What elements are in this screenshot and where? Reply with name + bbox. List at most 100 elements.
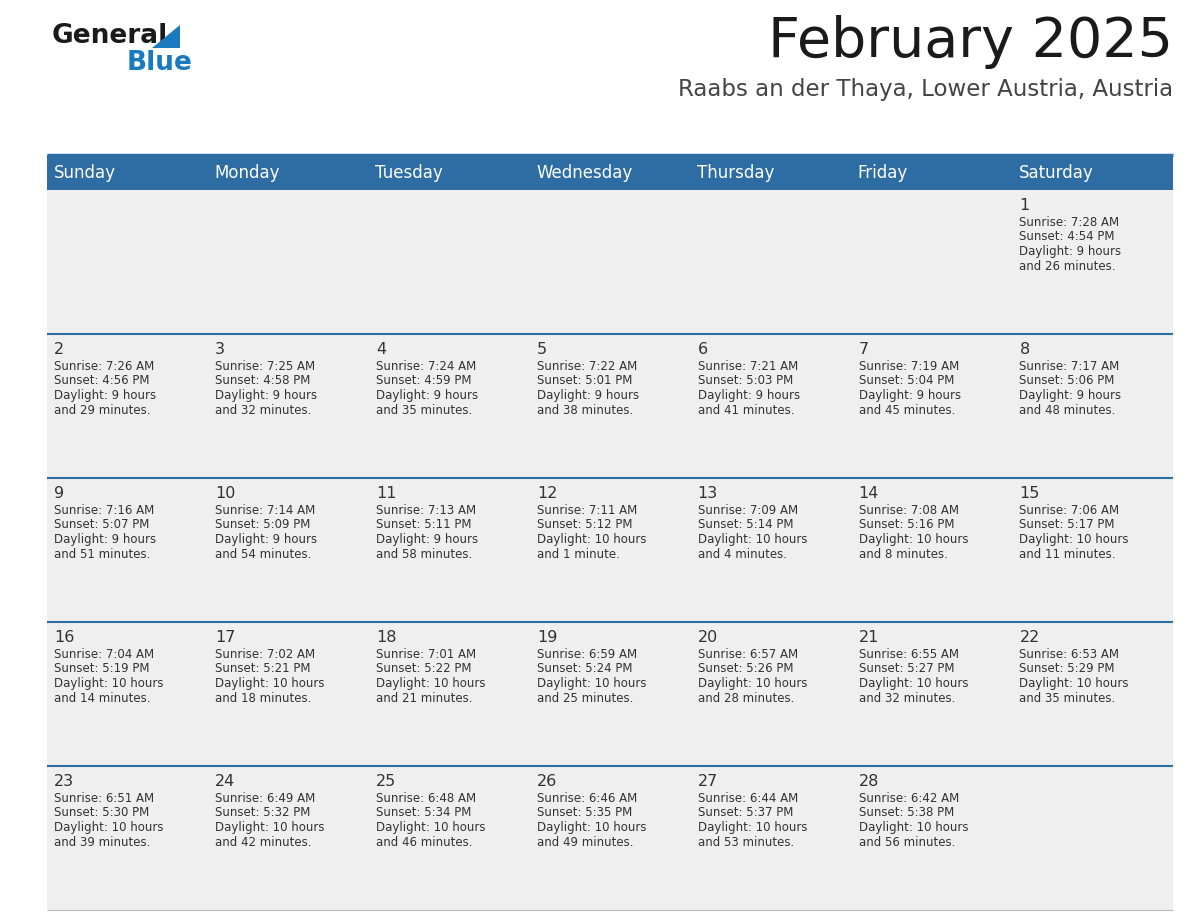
Text: Daylight: 9 hours: Daylight: 9 hours [55,389,157,402]
Bar [48,766,1173,910]
Text: Daylight: 10 hours: Daylight: 10 hours [537,533,646,546]
Text: Sunrise: 7:26 AM: Sunrise: 7:26 AM [55,360,154,373]
Text: Sunrise: 7:16 AM: Sunrise: 7:16 AM [55,504,154,517]
Text: Daylight: 9 hours: Daylight: 9 hours [537,389,639,402]
Text: Daylight: 9 hours: Daylight: 9 hours [55,533,157,546]
Text: and 32 minutes.: and 32 minutes. [859,691,955,704]
Text: Monday: Monday [214,163,280,182]
Text: Daylight: 10 hours: Daylight: 10 hours [859,677,968,690]
Text: 7: 7 [859,342,868,357]
Text: 23: 23 [55,774,75,789]
Text: 25: 25 [375,774,397,789]
Text: Sunrise: 7:19 AM: Sunrise: 7:19 AM [859,360,959,373]
Text: Raabs an der Thaya, Lower Austria, Austria: Raabs an der Thaya, Lower Austria, Austr… [678,78,1173,101]
Text: Sunset: 5:06 PM: Sunset: 5:06 PM [1019,375,1114,387]
Text: Sunrise: 6:51 AM: Sunrise: 6:51 AM [55,792,154,805]
Bar [48,334,1173,478]
Text: Sunset: 5:07 PM: Sunset: 5:07 PM [55,519,150,532]
Text: and 38 minutes.: and 38 minutes. [537,404,633,417]
Text: Sunrise: 6:46 AM: Sunrise: 6:46 AM [537,792,637,805]
Text: and 45 minutes.: and 45 minutes. [859,404,955,417]
Text: 11: 11 [375,486,397,501]
Text: Sunset: 5:24 PM: Sunset: 5:24 PM [537,663,632,676]
Text: Sunrise: 7:11 AM: Sunrise: 7:11 AM [537,504,637,517]
Text: Daylight: 10 hours: Daylight: 10 hours [859,533,968,546]
Text: and 35 minutes.: and 35 minutes. [1019,691,1116,704]
Text: Sunset: 4:58 PM: Sunset: 4:58 PM [215,375,310,387]
Text: Sunrise: 7:06 AM: Sunrise: 7:06 AM [1019,504,1119,517]
Text: and 49 minutes.: and 49 minutes. [537,835,633,848]
Text: and 46 minutes.: and 46 minutes. [375,835,473,848]
Text: Sunset: 5:29 PM: Sunset: 5:29 PM [1019,663,1114,676]
Text: 6: 6 [697,342,708,357]
Text: and 18 minutes.: and 18 minutes. [215,691,311,704]
Text: Sunrise: 7:09 AM: Sunrise: 7:09 AM [697,504,798,517]
Text: Sunset: 5:26 PM: Sunset: 5:26 PM [697,663,794,676]
Text: Sunrise: 7:28 AM: Sunrise: 7:28 AM [1019,216,1119,229]
Text: Sunset: 4:59 PM: Sunset: 4:59 PM [375,375,472,387]
Text: and 11 minutes.: and 11 minutes. [1019,547,1116,561]
Text: and 41 minutes.: and 41 minutes. [697,404,794,417]
Text: 22: 22 [1019,630,1040,645]
Text: Sunset: 5:12 PM: Sunset: 5:12 PM [537,519,632,532]
Text: 20: 20 [697,630,718,645]
Text: and 42 minutes.: and 42 minutes. [215,835,311,848]
Text: Daylight: 10 hours: Daylight: 10 hours [1019,677,1129,690]
Text: 5: 5 [537,342,546,357]
Text: Sunrise: 6:49 AM: Sunrise: 6:49 AM [215,792,315,805]
Text: Sunset: 5:32 PM: Sunset: 5:32 PM [215,807,310,820]
Text: Sunrise: 6:42 AM: Sunrise: 6:42 AM [859,792,959,805]
Text: Tuesday: Tuesday [375,163,443,182]
Text: 1: 1 [1019,198,1030,213]
Text: Sunday: Sunday [53,163,115,182]
Text: Sunset: 5:14 PM: Sunset: 5:14 PM [697,519,794,532]
Text: Sunset: 5:03 PM: Sunset: 5:03 PM [697,375,792,387]
Text: 15: 15 [1019,486,1040,501]
Text: Daylight: 9 hours: Daylight: 9 hours [215,533,317,546]
Text: Daylight: 9 hours: Daylight: 9 hours [375,389,478,402]
Text: 14: 14 [859,486,879,501]
Text: and 53 minutes.: and 53 minutes. [697,835,794,848]
Text: and 58 minutes.: and 58 minutes. [375,547,472,561]
Text: Sunset: 5:37 PM: Sunset: 5:37 PM [697,807,794,820]
Text: Sunrise: 7:21 AM: Sunrise: 7:21 AM [697,360,798,373]
Text: Daylight: 10 hours: Daylight: 10 hours [859,821,968,834]
Text: Sunset: 5:11 PM: Sunset: 5:11 PM [375,519,472,532]
Bar [48,155,1173,190]
Text: Sunrise: 7:04 AM: Sunrise: 7:04 AM [55,648,154,661]
Text: 18: 18 [375,630,397,645]
Text: Daylight: 10 hours: Daylight: 10 hours [537,821,646,834]
Text: Friday: Friday [858,163,908,182]
Text: Sunrise: 7:25 AM: Sunrise: 7:25 AM [215,360,315,373]
Text: Wednesday: Wednesday [536,163,632,182]
Text: and 21 minutes.: and 21 minutes. [375,691,473,704]
Text: Sunrise: 6:55 AM: Sunrise: 6:55 AM [859,648,959,661]
Text: 3: 3 [215,342,225,357]
Text: Sunset: 5:17 PM: Sunset: 5:17 PM [1019,519,1114,532]
Text: Daylight: 10 hours: Daylight: 10 hours [55,821,164,834]
Text: 21: 21 [859,630,879,645]
Text: Daylight: 10 hours: Daylight: 10 hours [697,821,807,834]
Text: 9: 9 [55,486,64,501]
Text: Sunrise: 7:17 AM: Sunrise: 7:17 AM [1019,360,1119,373]
Text: Daylight: 9 hours: Daylight: 9 hours [1019,245,1121,258]
Text: and 25 minutes.: and 25 minutes. [537,691,633,704]
Text: Daylight: 10 hours: Daylight: 10 hours [215,821,324,834]
Text: Sunset: 5:21 PM: Sunset: 5:21 PM [215,663,310,676]
Text: and 54 minutes.: and 54 minutes. [215,547,311,561]
Text: Daylight: 10 hours: Daylight: 10 hours [537,677,646,690]
Text: Sunset: 5:01 PM: Sunset: 5:01 PM [537,375,632,387]
Text: 27: 27 [697,774,718,789]
Text: Thursday: Thursday [697,163,775,182]
Text: Sunrise: 6:48 AM: Sunrise: 6:48 AM [375,792,476,805]
Text: Sunrise: 6:53 AM: Sunrise: 6:53 AM [1019,648,1119,661]
Bar [48,190,1173,334]
Text: Sunset: 5:19 PM: Sunset: 5:19 PM [55,663,150,676]
Text: Sunset: 5:09 PM: Sunset: 5:09 PM [215,519,310,532]
Bar [48,478,1173,622]
Text: 28: 28 [859,774,879,789]
Text: Blue: Blue [127,50,192,76]
Text: and 39 minutes.: and 39 minutes. [55,835,151,848]
Text: and 28 minutes.: and 28 minutes. [697,691,794,704]
Text: Daylight: 9 hours: Daylight: 9 hours [215,389,317,402]
